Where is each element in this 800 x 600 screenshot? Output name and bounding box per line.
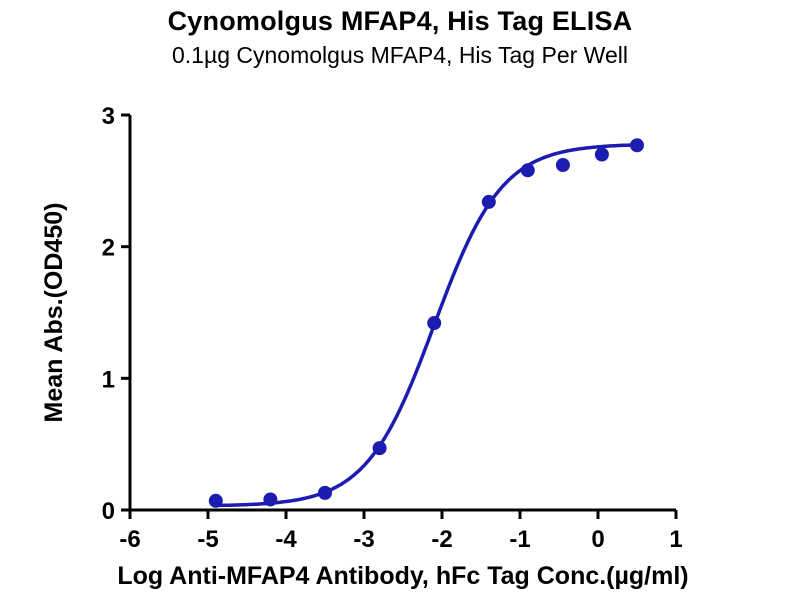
y-tick-label: 2 bbox=[102, 235, 115, 262]
x-tick-label: -4 bbox=[275, 526, 297, 553]
chart-subtitle: 0.1µg Cynomolgus MFAP4, His Tag Per Well bbox=[172, 42, 628, 68]
data-point bbox=[594, 147, 609, 162]
x-tick-label: -3 bbox=[353, 526, 374, 553]
data-point bbox=[481, 194, 496, 209]
x-tick-label: -1 bbox=[509, 526, 530, 553]
chart-title: Cynomolgus MFAP4, His Tag ELISA bbox=[167, 6, 633, 36]
data-point bbox=[372, 441, 387, 456]
fit-curve bbox=[214, 143, 641, 508]
x-tick-label: 1 bbox=[669, 526, 682, 553]
data-point bbox=[630, 138, 644, 153]
y-tick-label: 3 bbox=[102, 103, 115, 130]
x-axis-title: Log Anti-MFAP4 Antibody, hFc Tag Conc.(µ… bbox=[117, 562, 688, 590]
data-point bbox=[208, 493, 223, 508]
y-tick-label: 1 bbox=[102, 366, 115, 393]
x-tick-label: 0 bbox=[591, 526, 604, 553]
x-tick-label: -2 bbox=[431, 526, 452, 553]
data-point bbox=[555, 158, 570, 173]
x-tick-label: -6 bbox=[119, 526, 140, 553]
y-axis-title: Mean Abs.(OD450) bbox=[40, 203, 68, 423]
data-point bbox=[427, 316, 442, 331]
data-point bbox=[318, 485, 332, 500]
data-point bbox=[263, 492, 278, 507]
x-tick-label: -5 bbox=[197, 526, 218, 553]
y-tick-label: 0 bbox=[102, 498, 115, 525]
data-point bbox=[520, 163, 535, 178]
